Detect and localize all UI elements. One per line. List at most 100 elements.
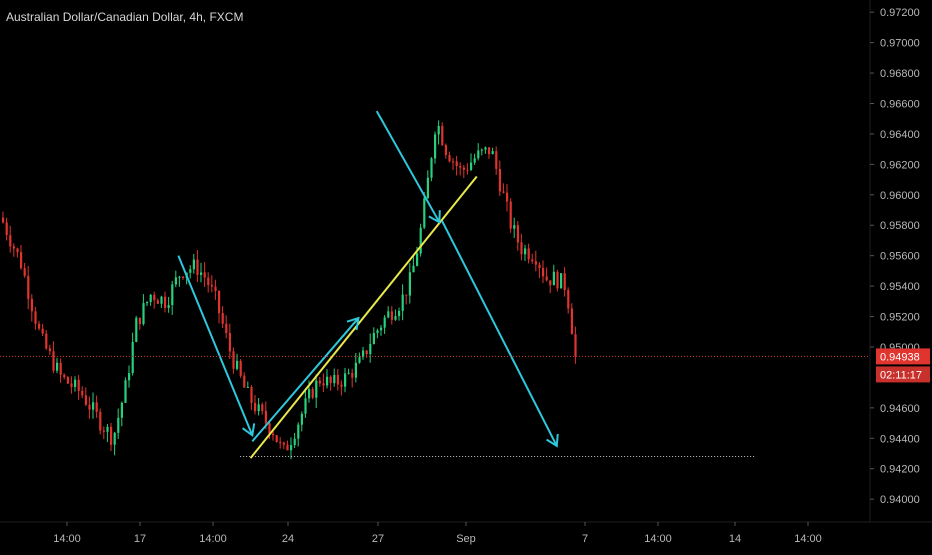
- candle-body: [138, 317, 141, 325]
- candle-body: [570, 308, 573, 335]
- time-tick-label: 14: [729, 533, 741, 545]
- price-tick-label: 0.96000: [880, 190, 920, 202]
- candle-body: [351, 372, 354, 378]
- candle-body: [419, 227, 422, 254]
- candle-body: [290, 445, 293, 451]
- candle-body: [27, 275, 30, 299]
- candle-body: [171, 284, 174, 306]
- candle-body: [81, 390, 84, 396]
- candle-body: [203, 272, 206, 278]
- candle-body: [218, 291, 221, 314]
- candle-body: [354, 362, 357, 378]
- candle-body: [257, 404, 260, 412]
- candle-body: [336, 374, 339, 385]
- candle-body: [423, 198, 426, 228]
- trend-arrow[interactable]: [375, 110, 441, 223]
- candle-body: [516, 225, 519, 243]
- candle-body: [2, 217, 5, 223]
- candle-body: [563, 273, 566, 291]
- price-tick-label: 0.96600: [880, 98, 920, 110]
- countdown-label: 02:11:17: [880, 369, 922, 381]
- price-tick-label: 0.97200: [880, 7, 920, 19]
- candle-body: [124, 380, 127, 403]
- candle-body: [498, 168, 501, 192]
- candle-body: [311, 389, 314, 398]
- candle-body: [38, 323, 41, 329]
- candle-body: [520, 242, 523, 255]
- candle-body: [556, 271, 559, 289]
- candle-body: [160, 296, 163, 304]
- candle-body: [380, 327, 383, 331]
- price-axis[interactable]: 0.97200 0.97000 0.96800 0.96600 0.96400 0.962…: [870, 7, 920, 506]
- candle-body: [347, 372, 350, 374]
- candle-body: [462, 167, 465, 170]
- candle-body: [376, 330, 379, 334]
- candle-body: [261, 404, 264, 411]
- candle-body: [542, 268, 545, 277]
- candle-body: [135, 317, 138, 342]
- candle-body: [333, 374, 336, 384]
- candle-body: [16, 248, 19, 253]
- trend-arrow[interactable]: [441, 220, 558, 447]
- candle-body: [545, 276, 548, 281]
- annotations-layer: [177, 110, 559, 459]
- candle-body: [329, 376, 332, 384]
- candle-body: [365, 350, 368, 355]
- candle-body: [340, 384, 343, 387]
- time-tick-label: 7: [582, 533, 588, 545]
- candle-body: [48, 348, 51, 352]
- candle-body: [459, 166, 462, 168]
- candle-body: [480, 149, 483, 151]
- countdown-tag: [876, 366, 930, 383]
- trend-arrow[interactable]: [177, 255, 254, 436]
- candle-body: [394, 316, 397, 320]
- trend-arrow[interactable]: [251, 317, 360, 442]
- candle-body: [293, 438, 296, 446]
- candle-body: [243, 375, 246, 388]
- current-price-tag: [876, 348, 930, 365]
- trend-line[interactable]: [249, 175, 478, 459]
- candle-body: [210, 285, 213, 287]
- candle-body: [9, 235, 12, 247]
- candle-body: [538, 264, 541, 269]
- candle-body: [192, 259, 195, 270]
- time-tick-label: 17: [134, 533, 146, 545]
- candle-body: [448, 155, 451, 162]
- candle-body: [390, 311, 393, 320]
- candle-body: [552, 271, 555, 286]
- candle-body: [358, 357, 361, 363]
- candle-body: [236, 360, 239, 369]
- candle-body: [239, 360, 242, 376]
- price-tick-label: 0.94200: [880, 464, 920, 476]
- candle-body: [200, 272, 203, 275]
- candle-body: [534, 261, 537, 265]
- candle-body: [282, 442, 285, 445]
- candle-body: [574, 334, 577, 357]
- candle-body: [34, 311, 37, 324]
- candle-body: [228, 332, 231, 352]
- candle-body: [308, 389, 311, 399]
- arrow-head: [428, 210, 441, 224]
- candle-body: [77, 379, 80, 391]
- time-tick-label: 14:00: [794, 533, 822, 545]
- time-axis[interactable]: 14:00 17 14:00 24 27 Sep 7 14:00 14 14:00: [53, 522, 822, 545]
- candle-body: [174, 277, 177, 285]
- candle-body: [59, 362, 62, 375]
- candle-body: [74, 379, 77, 387]
- candle-body: [117, 417, 120, 433]
- candle-body: [207, 277, 210, 286]
- candle-body: [488, 147, 491, 155]
- candle-body: [182, 276, 185, 278]
- candle-body: [275, 435, 278, 442]
- price-tick-label: 0.95600: [880, 251, 920, 263]
- candle-body: [524, 248, 527, 255]
- candle-body: [84, 395, 87, 405]
- candle-body: [41, 328, 44, 334]
- chart-title: Australian Dollar/Canadian Dollar, 4h, F…: [6, 10, 243, 24]
- price-tick-label: 0.96400: [880, 129, 920, 141]
- candle-body: [527, 248, 530, 260]
- price-tick-label: 0.94400: [880, 433, 920, 445]
- candle-body: [264, 410, 267, 424]
